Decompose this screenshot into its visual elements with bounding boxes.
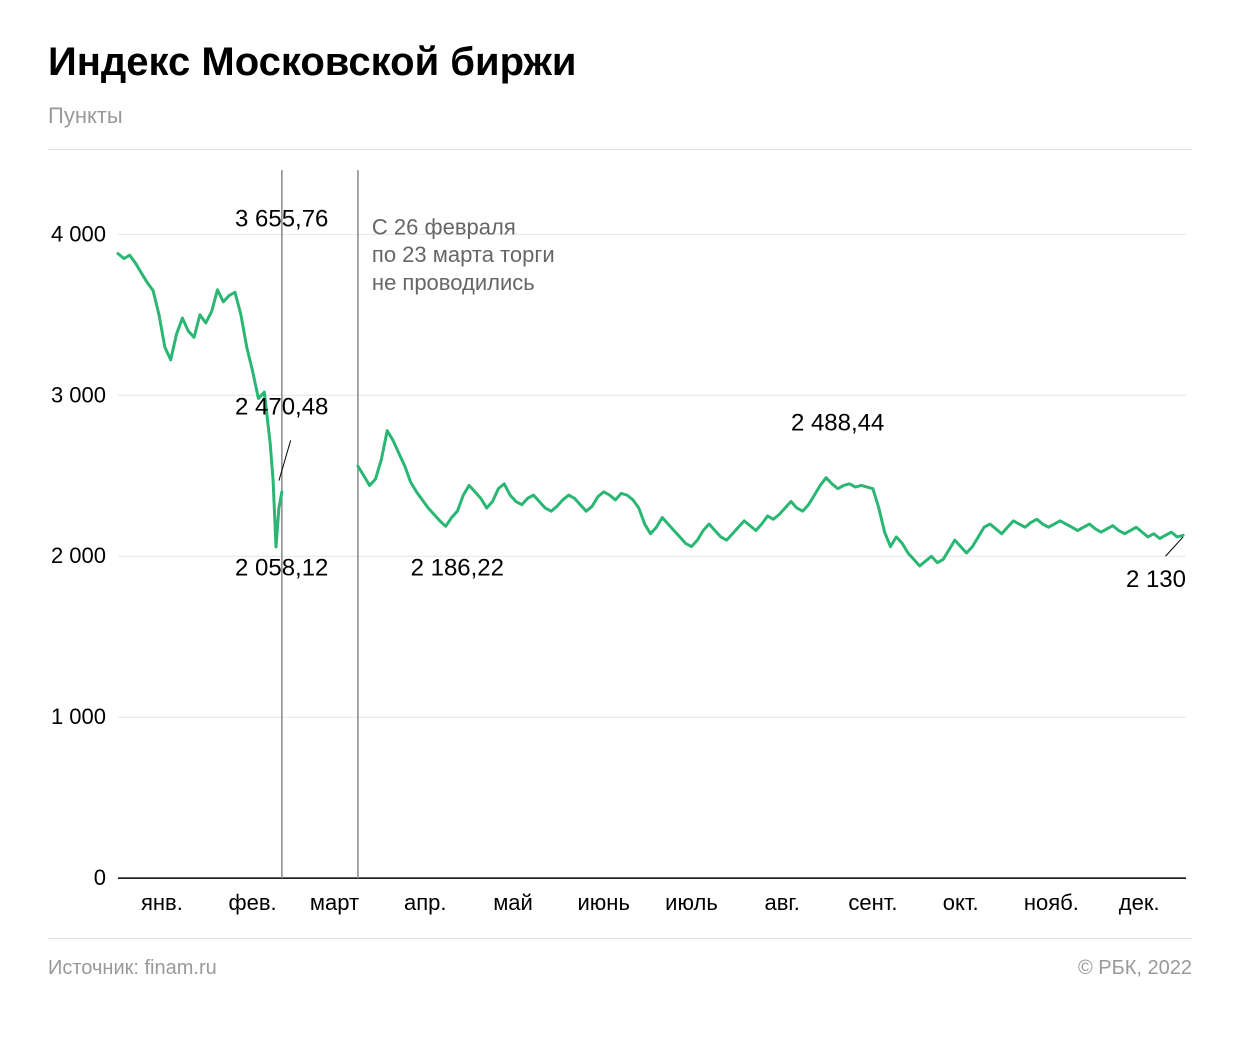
leader-line xyxy=(279,440,291,480)
value-annotation: 2 488,44 xyxy=(791,410,884,437)
chart-container: 0 1 000 2 000 3 000 4 000 С 26 февраля по 23 м… xyxy=(48,149,1192,939)
gap-annotation: по 23 марта торги xyxy=(372,242,555,267)
value-annotation: 3 655,76 xyxy=(235,205,328,232)
x-axis-label: сент. xyxy=(848,890,897,915)
x-axis-label: март xyxy=(310,890,359,915)
x-axis-label: июнь xyxy=(578,890,630,915)
leader-line xyxy=(1166,537,1184,556)
x-axis-label: фев. xyxy=(229,890,277,915)
x-axis-label: апр. xyxy=(404,890,446,915)
x-axis-label: май xyxy=(493,890,533,915)
x-axis-label: нояб. xyxy=(1024,890,1079,915)
value-annotation: 2 058,12 xyxy=(235,555,328,582)
x-axis-label: янв. xyxy=(141,890,183,915)
chart-subtitle: Пункты xyxy=(48,103,1192,129)
data-series-1 xyxy=(358,431,1183,566)
x-axis-label: авг. xyxy=(765,890,800,915)
y-axis-label: 1 000 xyxy=(51,704,106,729)
y-axis-label: 2 000 xyxy=(51,543,106,568)
x-axis-label: июль xyxy=(665,890,718,915)
x-axis-label: дек. xyxy=(1119,890,1160,915)
y-axis-label: 0 xyxy=(94,865,106,890)
chart-title: Индекс Московской биржи xyxy=(48,40,1192,85)
value-annotation: 2 186,22 xyxy=(411,555,504,582)
y-axis-label: 3 000 xyxy=(51,382,106,407)
x-axis-label: окт. xyxy=(943,890,979,915)
copyright-text: © РБК, 2022 xyxy=(1078,957,1192,980)
value-annotation: 2 130 xyxy=(1126,566,1186,593)
chart-footer: Источник: finam.ru © РБК, 2022 xyxy=(48,939,1192,980)
value-annotation: 2 470,48 xyxy=(235,394,328,421)
gap-annotation: С 26 февраля xyxy=(372,214,516,239)
line-chart: 0 1 000 2 000 3 000 4 000 С 26 февраля по 23 м… xyxy=(48,150,1192,938)
gap-annotation: не проводились xyxy=(372,270,535,295)
source-text: Источник: finam.ru xyxy=(48,957,217,980)
y-axis-label: 4 000 xyxy=(51,221,106,246)
